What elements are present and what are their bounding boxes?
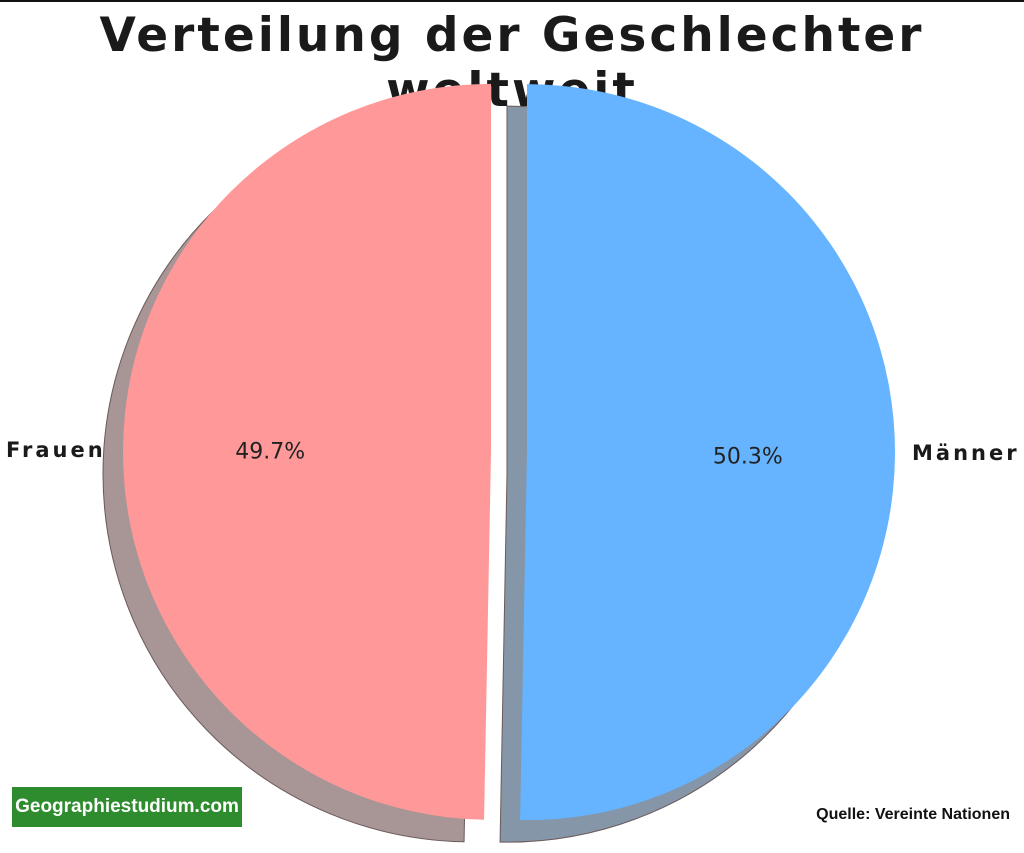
slice-label-maenner: Männer bbox=[912, 441, 1020, 465]
slice-label-frauen: Frauen bbox=[6, 438, 106, 462]
site-badge[interactable]: Geographiestudium.com bbox=[12, 787, 242, 827]
value-label-maenner: 50.3% bbox=[713, 444, 783, 469]
value-label-frauen: 49.7% bbox=[235, 440, 305, 465]
slice-maenner bbox=[520, 84, 895, 821]
slice-frauen bbox=[123, 83, 492, 820]
source-note: Quelle: Vereinte Nationen bbox=[816, 806, 1010, 823]
top-rule bbox=[0, 0, 1024, 2]
